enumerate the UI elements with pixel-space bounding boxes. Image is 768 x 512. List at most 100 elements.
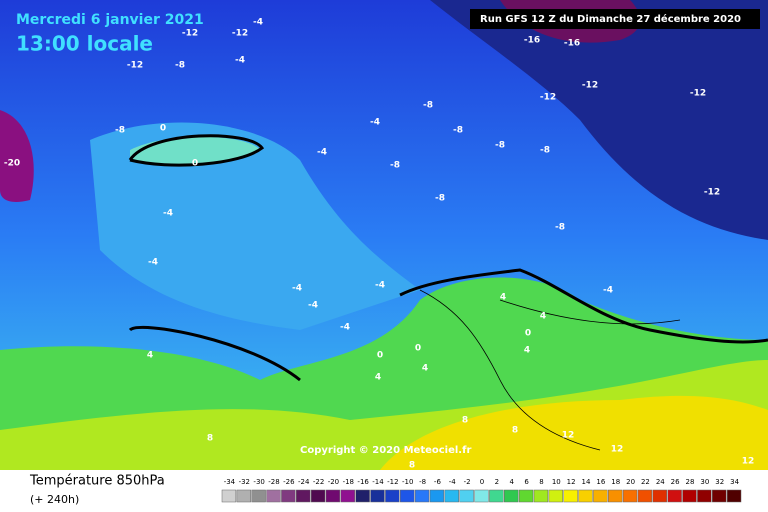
contour-label: -12 (582, 81, 598, 91)
contour-label: 8 (462, 416, 468, 426)
contour-label: 4 (147, 351, 153, 361)
legend-swatch (504, 489, 519, 503)
legend-tick-label: -26 (283, 478, 295, 486)
contour-label: 8 (512, 426, 518, 436)
contour-label: -12 (690, 89, 706, 99)
contour-label: -4 (163, 209, 173, 219)
legend-swatch (251, 489, 266, 503)
legend-tick-label: 10 (552, 478, 561, 486)
contour-label: -8 (435, 194, 445, 204)
legend-swatch (697, 489, 712, 503)
date: Mercredi 6 janvier 2021 (16, 12, 204, 28)
legend-tick-label: 12 (567, 478, 576, 486)
legend-tick-label: -10 (402, 478, 413, 486)
legend-tick-label: 4 (509, 478, 514, 486)
legend-tick-label: -6 (434, 478, 442, 486)
contour-label: -4 (148, 258, 158, 268)
contour-label: -16 (564, 39, 580, 49)
contour-label: -12 (182, 29, 198, 39)
legend-tick-label: -2 (464, 478, 471, 486)
legend-tick-label: 18 (611, 478, 620, 486)
legend-swatch (726, 489, 742, 503)
contour-label: -4 (375, 281, 385, 291)
legend-swatch (296, 489, 311, 503)
run-box (470, 9, 760, 29)
legend-swatch (400, 489, 415, 503)
contour-label: -4 (370, 118, 380, 128)
contour-label: -12 (232, 29, 248, 39)
contour-label: 0 (377, 351, 383, 361)
legend-swatch (266, 489, 281, 503)
contour-label: -20 (4, 159, 20, 169)
legend-tick-label: -30 (253, 478, 264, 486)
legend-swatch (637, 489, 653, 503)
legend-swatch (593, 489, 608, 503)
legend-swatch (459, 489, 474, 503)
contour-label: -8 (423, 101, 433, 111)
legend-swatch (325, 489, 341, 503)
legend-swatch (429, 489, 445, 503)
legend-tick-label: -22 (313, 478, 324, 486)
legend-tick-label: -20 (328, 478, 339, 486)
legend-tick-label: -8 (419, 478, 426, 486)
legend-swatch (578, 489, 593, 503)
contour-label: -4 (235, 56, 245, 66)
legend-tick-label: 28 (686, 478, 695, 486)
legend-tick-label: 20 (626, 478, 635, 486)
copyright: Copyright © 2020 Meteociel.fr (300, 445, 471, 456)
contour-label: 0 (192, 159, 198, 169)
legend-tick-label: -24 (298, 478, 310, 486)
legend-tick-label: 26 (671, 478, 680, 486)
legend-swatch (474, 489, 489, 503)
contour-label: -8 (540, 146, 550, 156)
legend-tick-label: 32 (715, 478, 724, 486)
time: 13:00 locale (16, 32, 153, 56)
legend-swatch (533, 489, 549, 503)
legend-tick-label: 24 (656, 478, 665, 486)
contour-label: -8 (555, 223, 565, 233)
legend-tick-label: 16 (596, 478, 605, 486)
legend-scale: -34 -32 -30 -28 -26 -24 -22 -20 -18 -16 -14 -12 -10-… (221, 478, 742, 503)
legend-tick-label: -32 (239, 478, 250, 486)
legend-tick-label: -12 (387, 478, 398, 486)
contour-label: -4 (317, 148, 327, 158)
legend-tick-label: -18 (343, 478, 354, 486)
legend-tick-label: 22 (641, 478, 650, 486)
legend-swatch (489, 489, 504, 503)
contour-label: 12 (562, 431, 575, 441)
legend-tick-label: -34 (224, 478, 236, 486)
legend-swatch (310, 489, 326, 503)
legend-swatch (518, 489, 534, 503)
map (0, 0, 768, 470)
legend-swatch (622, 489, 638, 503)
contour-label: 4 (500, 293, 506, 303)
legend-swatch (652, 489, 667, 503)
legend-swatch (236, 489, 251, 503)
contour-label: 0 (525, 329, 531, 339)
legend-tick-label: 14 (582, 478, 591, 486)
contour-label: 8 (207, 434, 213, 444)
legend-title: Température 850hPa (29, 474, 165, 489)
legend-tick-label: 2 (495, 478, 499, 486)
run-info: Run GFS 12 Z du Dimanche 27 décembre 202… (480, 13, 741, 25)
contour-label: 0 (160, 124, 166, 134)
contour-label: 12 (742, 457, 755, 467)
legend-tick-label: 0 (480, 478, 484, 486)
contour-label: 8 (409, 461, 415, 471)
contour-label: -8 (495, 141, 505, 151)
legend-swatch (608, 489, 623, 503)
legend-swatch (281, 489, 296, 503)
legend-swatch (340, 489, 355, 503)
legend-subtitle: (+ 240h) (30, 493, 79, 506)
legend-swatch (370, 489, 385, 503)
contour-label: -8 (175, 61, 185, 71)
contour-label: -4 (253, 18, 263, 28)
contour-label: -4 (603, 286, 613, 296)
legend-tick-label: -16 (357, 478, 369, 486)
contour-label: 0 (415, 344, 421, 354)
legend-tick-label: 8 (539, 478, 543, 486)
contour-label: 4 (375, 373, 381, 383)
contour-labels: -12 -12 -12 -12 -12 -12 -12 -16 -16 -20 -8 -8 -8 -8 -8… (4, 18, 754, 471)
legend-tick-label: 30 (700, 478, 709, 486)
